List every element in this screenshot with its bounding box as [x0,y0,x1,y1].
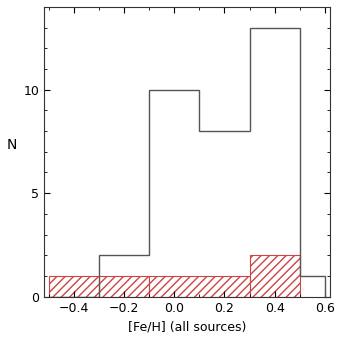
X-axis label: [Fe/H] (all sources): [Fe/H] (all sources) [128,320,246,333]
Bar [250,255,300,296]
Y-axis label: N: N [7,138,17,152]
Bar [49,276,149,296]
Bar [149,276,250,296]
